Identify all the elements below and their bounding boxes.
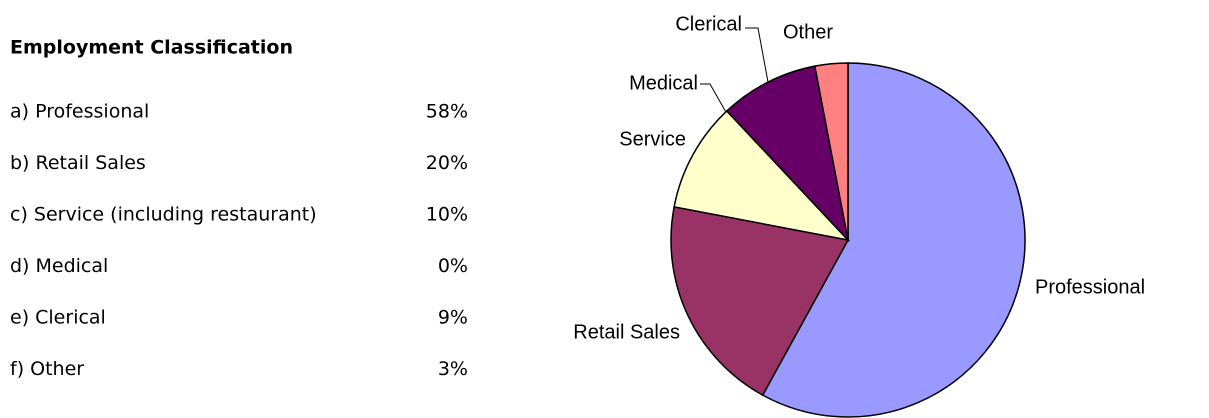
- row-value: 58%: [426, 101, 468, 123]
- row-label: e) Clerical: [10, 307, 106, 329]
- row-value: 9%: [438, 307, 468, 329]
- row-label: b) Retail Sales: [10, 152, 146, 174]
- slice-label: Medical: [629, 72, 698, 94]
- leader-line: [700, 83, 728, 115]
- slice-label: Retail Sales: [573, 321, 680, 343]
- slice-label: Other: [783, 21, 833, 43]
- row-label: a) Professional: [10, 101, 149, 123]
- row-label: d) Medical: [10, 255, 108, 277]
- pie-slice: [673, 109, 851, 242]
- row-value: 20%: [426, 152, 468, 174]
- row-value: 0%: [438, 255, 468, 277]
- row-label: c) Service (including restaurant): [10, 204, 317, 226]
- pie-slice: [761, 62, 1026, 418]
- slice-label: Professional: [1035, 276, 1145, 298]
- leader-line: [745, 27, 769, 83]
- pie-slice: [670, 205, 850, 397]
- slice-label: Clerical: [675, 13, 742, 35]
- slice-label: Service: [619, 128, 686, 150]
- row-label: f) Other: [10, 358, 84, 380]
- pie-slice: [813, 62, 849, 241]
- row-value: 10%: [426, 204, 468, 226]
- pie-slice: [725, 65, 850, 243]
- table-title: Employment Classification: [10, 37, 293, 59]
- row-value: 3%: [438, 358, 468, 380]
